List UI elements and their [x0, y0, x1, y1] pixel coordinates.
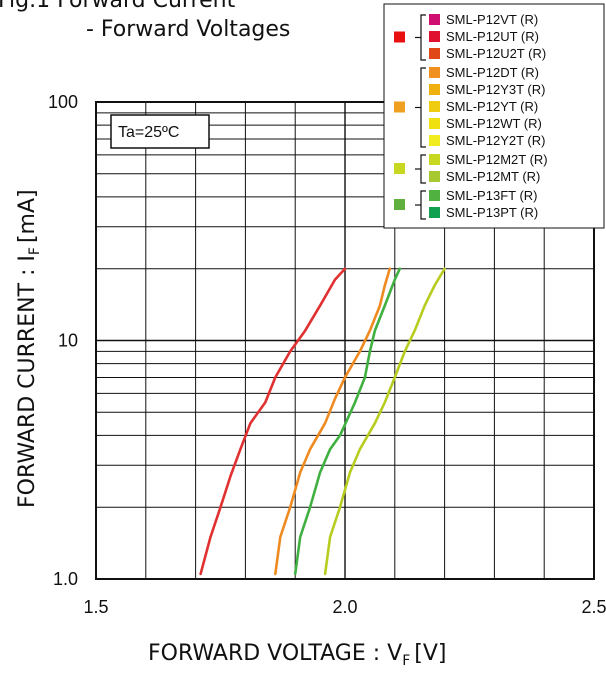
legend-item-label: SML-P13PT (R): [446, 205, 538, 220]
y-axis-label: FORWARD CURRENT : IF [mA]: [15, 189, 43, 508]
legend-item-swatch: [429, 207, 440, 218]
legend-item-swatch: [429, 135, 440, 146]
legend-item-swatch: [429, 171, 440, 182]
legend-item-label: SML-P12DT (R): [446, 65, 539, 80]
x-axis-label-sub: F: [402, 653, 410, 669]
series-line: [199, 267, 347, 576]
legend-item-label: SML-P12WT (R): [446, 116, 542, 131]
temperature-annotation-box: [110, 114, 210, 149]
legend-item-label: SML-P12U2T (R): [446, 46, 546, 61]
x-tick-label: 1.5: [83, 597, 108, 617]
y-axis-label-unit: [mA]: [15, 189, 40, 243]
legend-item-label: SML-P12M2T (R): [446, 152, 548, 167]
temperature-annotation-text: Ta=25ºC: [118, 124, 179, 141]
legend-item-swatch: [429, 14, 440, 25]
legend-group-swatch: [394, 163, 405, 174]
y-axis-label-main: FORWARD CURRENT : I: [15, 255, 40, 508]
x-axis-label-main: FORWARD VOLTAGE : V: [148, 641, 402, 666]
series-line: [273, 267, 392, 576]
series-line: [293, 267, 402, 576]
legend-item-swatch: [429, 31, 440, 42]
y-tick-label: 10: [58, 331, 78, 351]
series-layer: [199, 267, 446, 576]
legend-group-swatch: [394, 31, 405, 43]
legend-item-label: SML-P13FT (R): [446, 188, 538, 203]
series-line: [323, 267, 446, 576]
x-tick-label: 2.0: [332, 597, 357, 617]
legend-item-swatch: [429, 67, 440, 78]
legend-item-label: SML-P12MT (R): [446, 169, 540, 184]
plot-frame: [95, 101, 595, 580]
y-tick-label: 100: [48, 92, 78, 112]
legend-item-swatch: [429, 48, 440, 59]
legend-item-label: SML-P12Y2T (R): [446, 133, 545, 148]
y-axis-label-sub: F: [27, 247, 43, 255]
x-axis-label: FORWARD VOLTAGE : VF [V]: [148, 641, 446, 669]
legend-item-swatch: [429, 154, 440, 165]
legend-item-label: SML-P12Y3T (R): [446, 82, 545, 97]
legend-group-swatch: [394, 199, 405, 210]
chart-subtitle: - Forward Voltages: [86, 17, 290, 42]
legend-group-swatch: [394, 101, 405, 113]
legend-item-swatch: [429, 84, 440, 95]
chart-title: Fig.1 Forward Current: [0, 0, 236, 13]
legend-item-swatch: [429, 101, 440, 112]
legend-item-swatch: [429, 190, 440, 201]
legend-item-label: SML-P12VT (R): [446, 12, 538, 27]
x-axis-label-unit: [V]: [414, 641, 446, 666]
temperature-annotation: Ta=25ºC: [110, 114, 210, 149]
x-tick-labels: 1.5 2.0 2.5: [83, 597, 606, 617]
x-tick-label: 2.5: [581, 597, 606, 617]
y-tick-label: 1.0: [53, 569, 78, 589]
legend-item-label: SML-P12YT (R): [446, 99, 538, 114]
y-tick-labels: 1.0 10 100: [48, 92, 78, 589]
legend-item-label: SML-P12UT (R): [446, 29, 539, 44]
legend-item-swatch: [429, 118, 440, 129]
legend: SML-P12VT (R) SML-P12UT (R) SML-P12U2T (R)…: [383, 3, 605, 229]
